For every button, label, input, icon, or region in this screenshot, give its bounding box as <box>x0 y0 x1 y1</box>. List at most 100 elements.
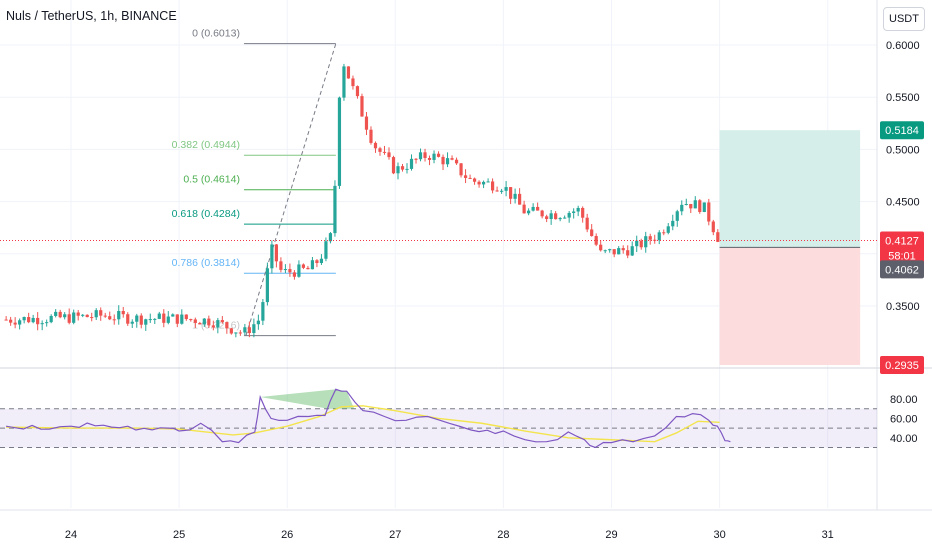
candle-body <box>373 142 378 149</box>
candle-body <box>225 322 229 329</box>
candle-body <box>130 321 134 324</box>
candle-body <box>675 211 679 221</box>
candle-body <box>319 258 324 264</box>
candle-body <box>112 319 116 321</box>
candle-body <box>247 327 251 334</box>
candle-body <box>630 246 634 256</box>
candle-body <box>481 181 486 185</box>
candle-body <box>671 220 675 227</box>
candle-body <box>288 269 292 273</box>
candle-body <box>450 158 454 160</box>
candle-body <box>666 226 670 233</box>
candle-body <box>427 157 432 160</box>
candle-body <box>626 250 630 256</box>
candle-body <box>558 218 562 220</box>
candle-body <box>531 206 535 211</box>
candle-body <box>599 244 603 251</box>
candle-body <box>382 151 387 153</box>
candle-body <box>355 86 360 97</box>
candle-body <box>171 314 175 317</box>
candle-body <box>63 314 67 318</box>
candle-body <box>702 202 706 212</box>
candle-body <box>635 240 639 247</box>
candle-body <box>342 66 346 98</box>
current-price-bg <box>880 231 924 266</box>
candle-body <box>58 311 62 318</box>
candle-body <box>36 317 40 325</box>
candle-body <box>184 314 188 320</box>
candle-body <box>576 207 580 212</box>
candle-body <box>189 319 193 321</box>
candle-body <box>211 325 215 328</box>
time-axis-tick: 30 <box>713 529 725 541</box>
candle-body <box>346 66 351 79</box>
candle-body <box>617 248 621 255</box>
candle-body <box>436 153 441 157</box>
candle-body <box>324 241 328 259</box>
currency-button[interactable]: USDT <box>883 7 925 31</box>
candle-body <box>536 206 540 211</box>
candle-body <box>594 236 598 245</box>
candle-body <box>405 168 409 170</box>
candle-body <box>108 316 112 320</box>
price-axis-tick: 0.5500 <box>886 92 920 104</box>
rsi-overbought-fill <box>260 389 355 409</box>
price-axis-tick: 0.3500 <box>886 301 920 313</box>
time-axis-tick: 31 <box>822 529 834 541</box>
candle-body <box>117 311 121 320</box>
profit-zone <box>719 130 861 248</box>
countdown-label: 58:01 <box>888 251 916 263</box>
candle-body <box>333 185 337 234</box>
candle-body <box>4 319 8 321</box>
candle-body <box>657 232 661 241</box>
candle-body <box>54 311 58 316</box>
candle-body <box>590 229 594 237</box>
candle-body <box>243 327 247 333</box>
candle-body <box>265 268 269 303</box>
candle-body <box>31 317 35 323</box>
candle-body <box>400 166 405 170</box>
candle-body <box>351 78 355 87</box>
time-axis-tick: 26 <box>281 529 293 541</box>
candle-body <box>490 181 495 191</box>
price-axis-tick: 0.4500 <box>886 197 920 209</box>
candle-body <box>40 323 44 325</box>
candle-body <box>432 153 436 160</box>
candle-body <box>270 244 274 269</box>
candle-body <box>234 332 238 334</box>
candle-body <box>639 240 643 248</box>
fib-level-label: 0.382 (0.4944) <box>172 139 240 151</box>
candle-body <box>202 318 206 325</box>
candle-body <box>698 200 702 212</box>
time-axis-tick: 28 <box>497 529 509 541</box>
time-axis-tick: 25 <box>173 529 185 541</box>
candle-body <box>279 261 283 270</box>
candle-body <box>567 212 571 218</box>
candle-body <box>45 322 49 324</box>
candle-body <box>563 217 567 219</box>
fib-trend-line <box>245 43 337 336</box>
entry-price-label: 0.4062 <box>885 264 919 276</box>
rsi-axis-tick: 80.00 <box>890 394 918 406</box>
candle-body <box>540 210 544 217</box>
candle-body <box>306 267 310 270</box>
candle-body <box>513 193 517 199</box>
candle-body <box>153 318 157 320</box>
candle-body <box>689 203 693 209</box>
candle-body <box>103 315 107 317</box>
candle-body <box>418 152 423 160</box>
candle-body <box>414 158 418 160</box>
candle-body <box>175 314 179 324</box>
fib-level-label: 0.618 (0.4284) <box>172 208 240 220</box>
time-axis-tick: 24 <box>65 529 77 541</box>
candle-body <box>207 318 211 326</box>
candle-body <box>468 177 472 179</box>
candle-body <box>238 332 242 334</box>
candle-body <box>603 250 607 252</box>
candle-body <box>157 313 161 319</box>
candle-body <box>499 190 504 192</box>
candle-body <box>648 236 652 240</box>
rsi-line <box>5 388 731 449</box>
